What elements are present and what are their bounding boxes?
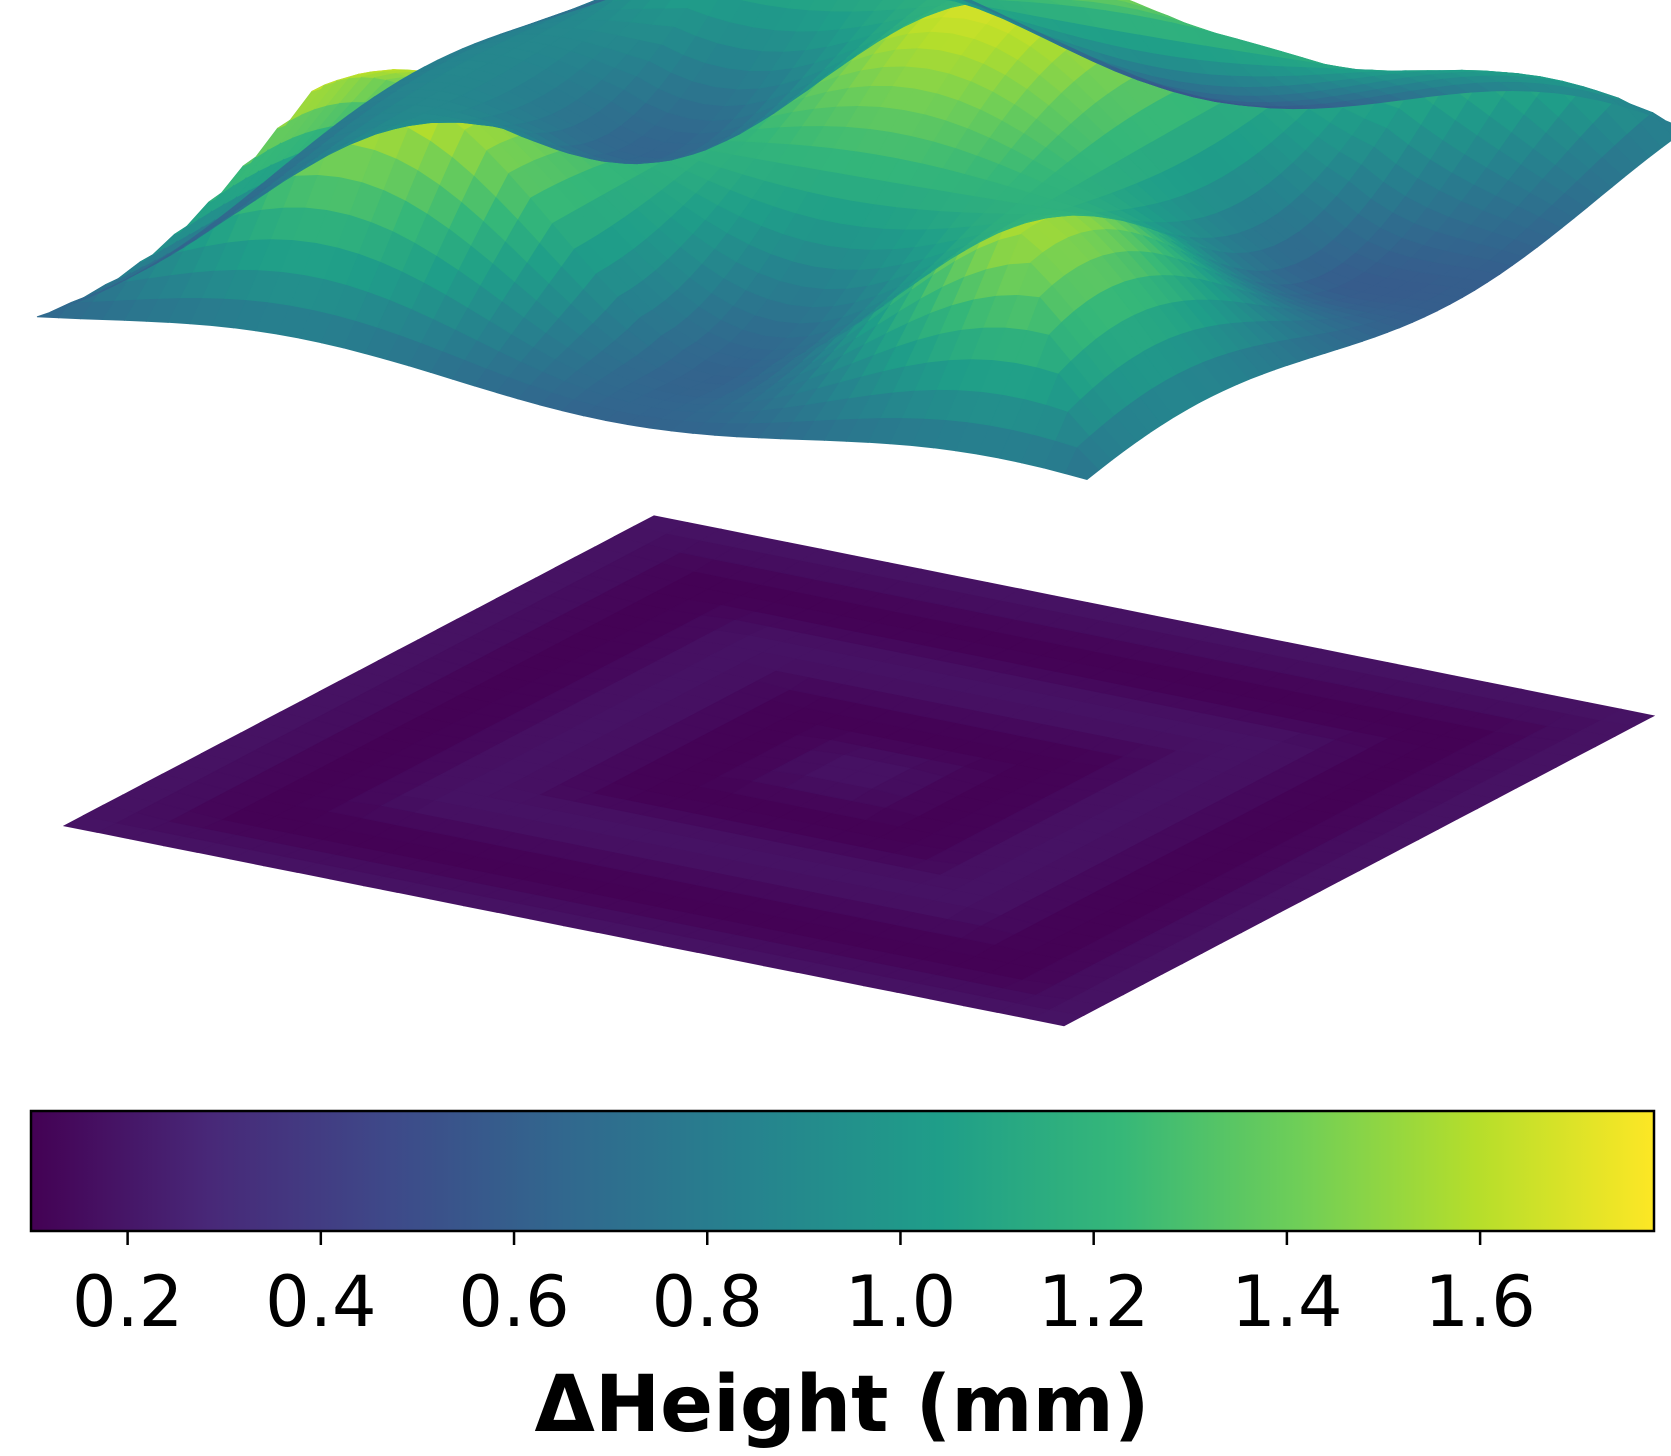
surface-patch (851, 0, 884, 12)
upper-surface (36, 0, 1671, 481)
colorbar-tick-label: 0.2 (72, 1261, 183, 1343)
surface-patch (598, 0, 632, 11)
surface-patch (599, 0, 606, 3)
surface-patch (1652, 112, 1671, 135)
colorbar-tick-label: 0.6 (458, 1261, 569, 1343)
surface-patch (1599, 708, 1656, 727)
colorbar-tick-label: 0.8 (652, 1261, 763, 1343)
colorbar-tick-label: 1.0 (845, 1261, 956, 1343)
surface-patch (742, 0, 769, 6)
colorbar-tick-label: 1.6 (1424, 1261, 1535, 1343)
surface-patch (895, 0, 928, 10)
surface-patch (764, 0, 792, 9)
surface-patch (808, 0, 839, 12)
lower-surface (62, 515, 1656, 1027)
colorbar-gradient (29, 1109, 1656, 1233)
colorbar-label: ΔHeight (mm) (535, 1360, 1150, 1450)
surface-patch (642, 0, 672, 9)
surface-patch (830, 0, 861, 12)
colorbar-tick-label: 1.2 (1038, 1261, 1149, 1343)
colorbar-tick-label: 0.4 (265, 1261, 376, 1343)
surface-patch (686, 0, 719, 17)
surface-patch (1639, 112, 1671, 149)
surface-patch (786, 0, 816, 11)
surface-patch (620, 0, 652, 10)
surface-patch (596, 0, 600, 2)
colorbar-ticks: 0.2 0.4 0.6 0.8 1.0 1.2 1.4 1.6 (72, 1231, 1536, 1343)
colorbar: 0.2 0.4 0.6 0.8 1.0 1.2 1.4 1.6 ΔHeight (mm) (29, 1109, 1656, 1450)
colorbar-tick-label: 1.4 (1231, 1261, 1342, 1343)
surface-patch (664, 0, 693, 9)
surface-patch (917, 0, 951, 8)
surface-patch (586, 0, 605, 7)
surface-patch (611, 0, 623, 2)
